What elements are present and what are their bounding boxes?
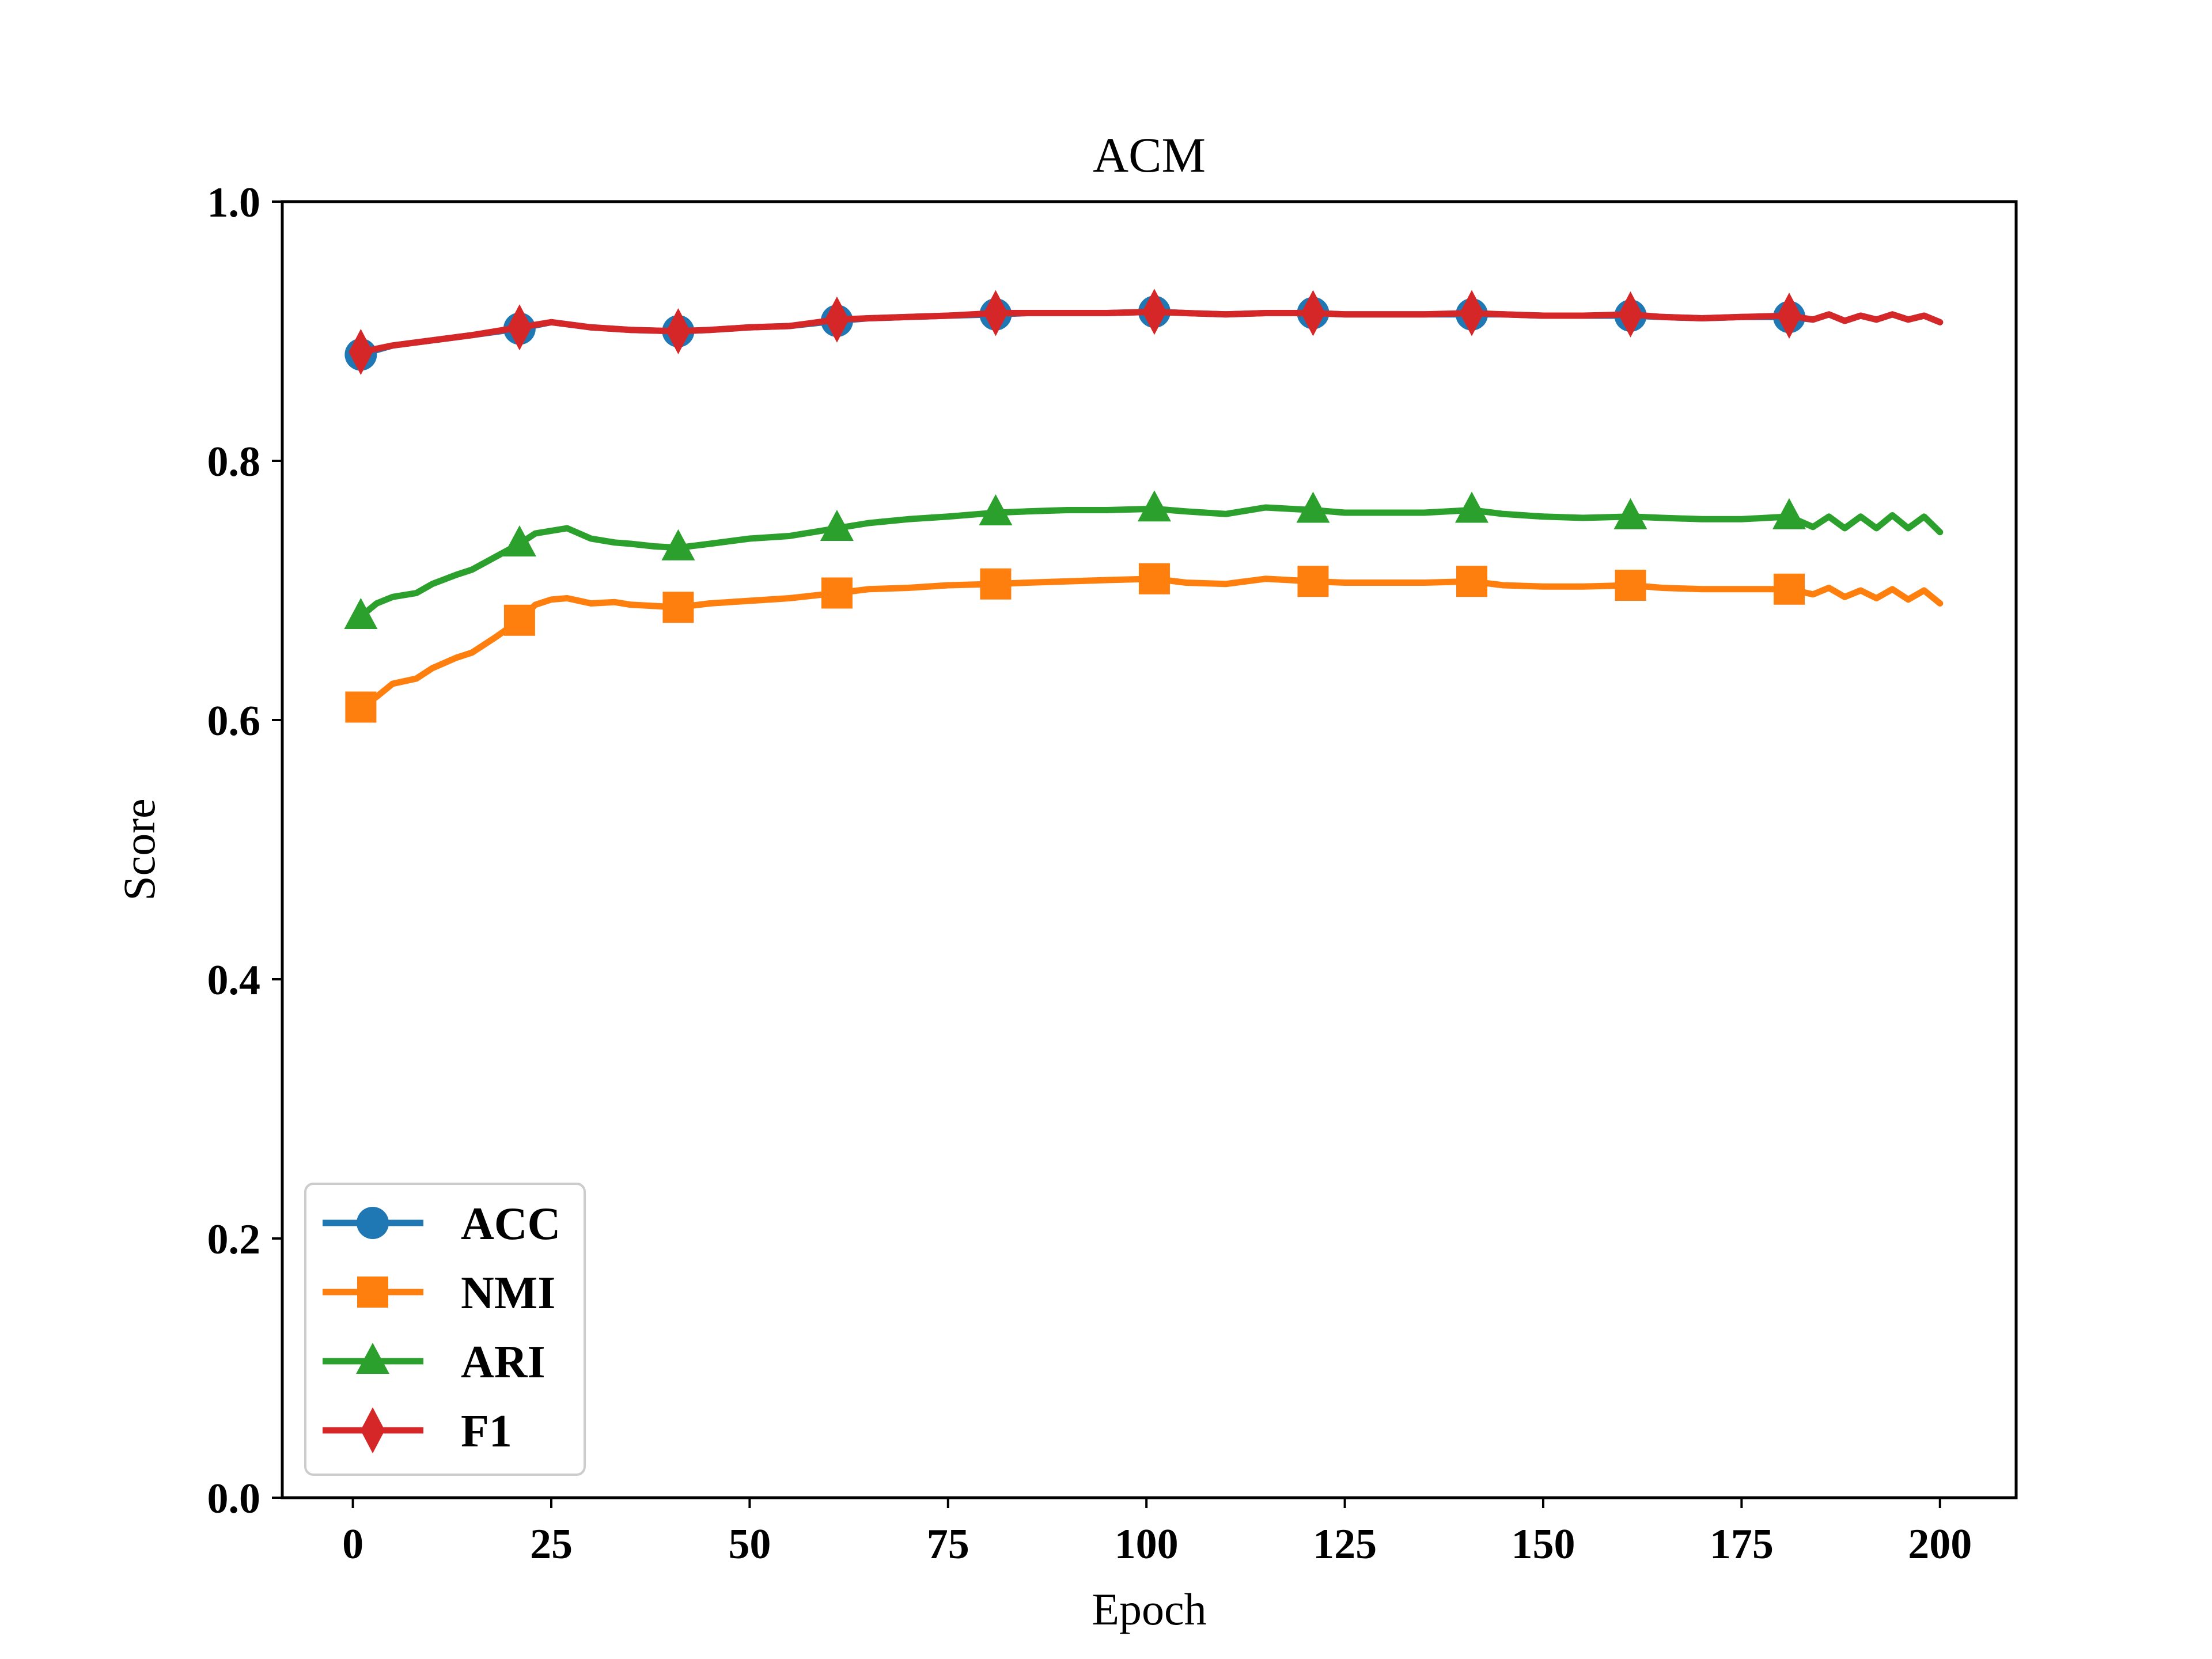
data-point-f1 xyxy=(824,296,849,343)
legend-marker-f1 xyxy=(361,1407,385,1453)
x-tick-label: 200 xyxy=(1908,1521,1972,1568)
legend-marker-nmi xyxy=(357,1277,388,1308)
data-point-ari xyxy=(1455,491,1488,523)
data-point-f1 xyxy=(507,304,532,351)
data-point-nmi xyxy=(1615,570,1646,601)
x-tick-label: 50 xyxy=(728,1521,771,1568)
data-point-nmi xyxy=(1138,563,1170,594)
legend-marker-ari xyxy=(356,1343,389,1374)
x-tick-label: 125 xyxy=(1313,1521,1377,1568)
data-point-nmi xyxy=(1774,573,1805,605)
data-point-ari xyxy=(820,510,854,541)
data-point-ari xyxy=(1613,498,1647,529)
data-point-f1 xyxy=(1777,293,1802,339)
data-point-nmi xyxy=(1456,566,1487,597)
data-point-nmi xyxy=(980,568,1012,600)
legend-box xyxy=(304,1183,586,1476)
plot-area xyxy=(344,289,1944,723)
data-point-f1 xyxy=(1142,289,1166,335)
y-tick-label: 1.0 xyxy=(207,179,261,226)
data-point-nmi xyxy=(503,604,535,636)
x-tick-label: 75 xyxy=(927,1521,969,1568)
data-point-f1 xyxy=(349,329,373,375)
x-tick-label: 0 xyxy=(342,1521,363,1568)
chart-title: ACM xyxy=(1093,127,1206,183)
data-point-nmi xyxy=(1297,566,1329,597)
data-point-f1 xyxy=(666,308,691,354)
x-axis-label: Epoch xyxy=(1092,1584,1206,1634)
data-point-ari xyxy=(502,525,536,556)
x-tick-label: 175 xyxy=(1710,1521,1774,1568)
x-tick-label: 25 xyxy=(530,1521,573,1568)
data-point-f1 xyxy=(1459,290,1484,336)
y-tick-label: 0.0 xyxy=(207,1475,261,1522)
data-point-nmi xyxy=(821,577,853,609)
legend: ACC NMI ARI F1 xyxy=(304,1183,586,1476)
y-tick-label: 0.8 xyxy=(207,438,261,486)
legend-label-ari: ARI xyxy=(461,1337,546,1388)
data-point-ari xyxy=(661,529,695,560)
x-tick-label: 150 xyxy=(1511,1521,1575,1568)
x-tick-label: 100 xyxy=(1115,1521,1179,1568)
legend-label-f1: F1 xyxy=(461,1406,512,1457)
y-axis-label: Score xyxy=(114,798,164,901)
series-line-f1 xyxy=(357,308,1944,355)
data-point-f1 xyxy=(1301,290,1325,336)
data-point-nmi xyxy=(345,691,377,723)
data-point-ari xyxy=(979,494,1013,525)
data-point-ari xyxy=(1137,490,1171,522)
legend-label-nmi: NMI xyxy=(461,1268,555,1319)
data-point-f1 xyxy=(983,290,1008,336)
data-point-f1 xyxy=(1618,291,1643,338)
axis-ticks: 0 25 50 75 100 125 150 175 200 0.0 0.2 0.4 0.6 0.8 1.0 xyxy=(207,179,1972,1568)
y-tick-label: 0.4 xyxy=(207,957,261,1004)
data-point-nmi xyxy=(662,592,694,623)
data-point-ari xyxy=(344,598,378,629)
legend-label-acc: ACC xyxy=(461,1199,560,1249)
legend-marker-acc xyxy=(357,1207,389,1239)
data-point-ari xyxy=(1296,491,1330,523)
plot-frame xyxy=(281,200,2018,1499)
data-point-ari xyxy=(1772,498,1806,529)
y-tick-label: 0.6 xyxy=(207,698,261,745)
y-tick-label: 0.2 xyxy=(207,1216,261,1263)
